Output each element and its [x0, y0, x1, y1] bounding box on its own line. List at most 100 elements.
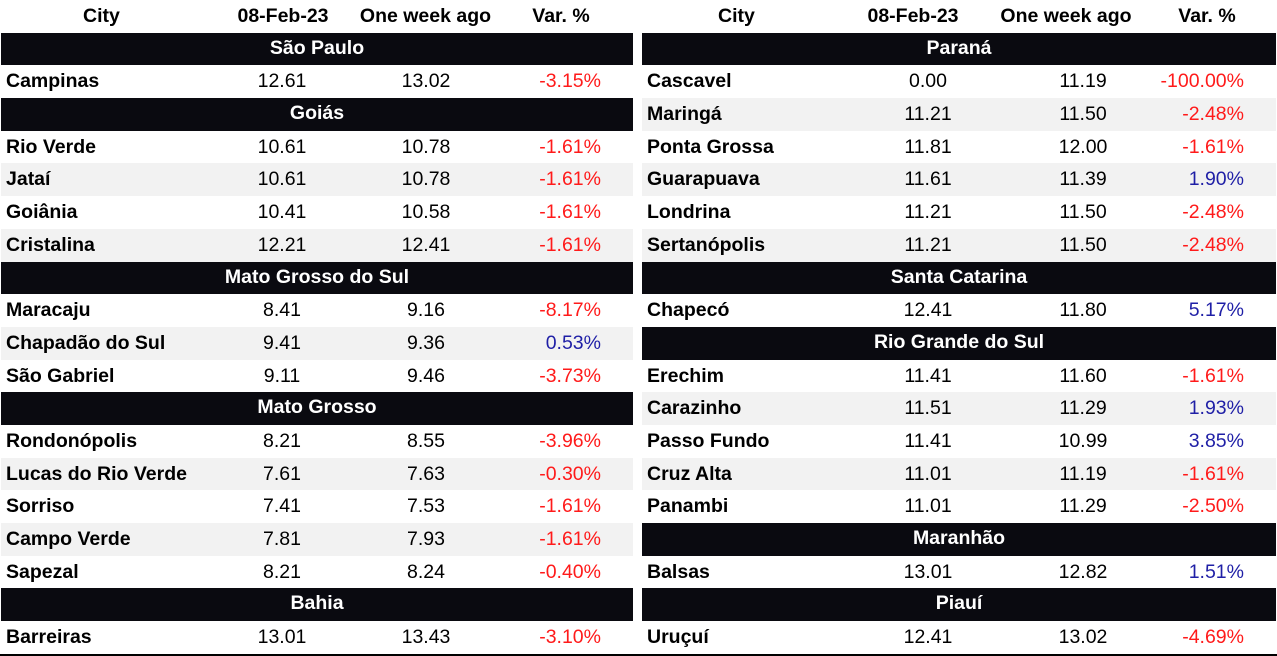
price-week-ago: 10.99 [1058, 429, 1108, 452]
table-row: Campo Verde 7.81 7.93 -1.61% [1, 523, 633, 556]
city-name: Carazinho [647, 397, 742, 420]
table-row: Jataí 10.61 10.78 -1.61% [1, 163, 633, 197]
table-row: Goiânia 10.41 10.58 -1.61% [1, 196, 633, 229]
header-date: 08-Feb-23 [237, 5, 329, 27]
price-week-ago: 11.29 [1059, 397, 1107, 420]
table-row: Cruz Alta 11.01 11.19 -1.61% [642, 457, 1276, 491]
table-row: Chapecó 12.41 11.80 5.17% [642, 294, 1276, 327]
price-week-ago: 12.00 [1058, 135, 1108, 158]
table-row: Ponta Grossa 11.81 12.00 -1.61% [642, 131, 1276, 164]
variation-percent: -1.61% [1182, 135, 1244, 158]
table-row: Sertanópolis 11.21 11.50 -2.48% [642, 228, 1276, 262]
price-current: 7.61 [263, 462, 301, 485]
price-week-ago: 11.60 [1059, 364, 1107, 387]
group-header: Santa Catarina [642, 261, 1276, 295]
price-week-ago: 10.58 [401, 201, 451, 224]
table-row: Rondonópolis 8.21 8.55 -3.96% [1, 425, 633, 458]
variation-percent: -0.40% [539, 560, 601, 583]
price-week-ago: 7.63 [407, 462, 445, 485]
table-row: Passo Fundo 11.41 10.99 3.85% [642, 425, 1276, 458]
table-header: City 08-Feb-23 One week ago Var. % [642, 0, 1276, 33]
price-week-ago: 13.02 [401, 70, 451, 93]
price-current: 12.61 [257, 70, 307, 93]
price-current: 11.51 [904, 397, 952, 420]
price-current: 10.41 [257, 201, 307, 224]
price-current: 8.21 [263, 429, 301, 452]
header-variation: Var. % [532, 5, 590, 27]
header-week-ago: One week ago [1000, 5, 1132, 27]
variation-percent: -8.17% [539, 299, 601, 322]
price-week-ago: 13.43 [401, 626, 451, 649]
city-name: Cruz Alta [647, 462, 732, 485]
city-name: Goiânia [6, 201, 78, 224]
variation-percent: -0.30% [539, 462, 601, 485]
left-table-body: São Paulo Campinas 12.61 13.02 -3.15% Goiás Ri… [1, 32, 633, 654]
table-row: Londrina 11.21 11.50 -2.48% [642, 196, 1276, 229]
city-name: Sorriso [6, 495, 75, 518]
price-week-ago: 11.19 [1059, 70, 1107, 93]
city-name: Ponta Grossa [647, 135, 774, 158]
city-name: São Gabriel [6, 364, 115, 387]
price-week-ago: 11.50 [1059, 103, 1107, 126]
city-name: Lucas do Rio Verde [6, 462, 187, 485]
price-week-ago: 9.46 [407, 364, 445, 387]
price-current: 11.01 [904, 495, 952, 518]
price-current: 11.21 [904, 103, 952, 126]
price-current: 9.11 [263, 364, 301, 387]
right-price-table: City 08-Feb-23 One week ago Var. % Paran… [642, 0, 1276, 654]
variation-percent: -4.69% [1182, 626, 1244, 649]
table-row: Guarapuava 11.61 11.39 1.90% [642, 163, 1276, 197]
table-row: Sorriso 7.41 7.53 -1.61% [1, 490, 633, 523]
bottom-border [0, 654, 1277, 656]
price-week-ago: 11.39 [1059, 168, 1107, 191]
group-header: Goiás [1, 98, 633, 131]
variation-percent: -1.61% [539, 168, 601, 191]
table-row: Sapezal 8.21 8.24 -0.40% [1, 556, 633, 589]
city-name: Jataí [6, 168, 51, 191]
price-week-ago: 9.36 [407, 331, 445, 354]
price-week-ago: 11.19 [1059, 462, 1107, 485]
variation-percent: 5.17% [1188, 299, 1244, 322]
price-week-ago: 11.50 [1059, 233, 1107, 256]
table-row: Erechim 11.41 11.60 -1.61% [642, 360, 1276, 393]
table-header: City 08-Feb-23 One week ago Var. % [1, 0, 633, 33]
variation-percent: -1.61% [539, 135, 601, 158]
price-week-ago: 7.53 [407, 495, 445, 518]
variation-percent: 0.53% [545, 331, 601, 354]
price-current: 9.41 [263, 331, 301, 354]
city-name: Erechim [647, 364, 724, 387]
price-week-ago: 11.29 [1059, 495, 1107, 518]
price-current: 0.00 [909, 70, 947, 93]
variation-percent: -1.61% [539, 233, 601, 256]
price-week-ago: 8.24 [407, 560, 445, 583]
price-week-ago: 10.78 [401, 135, 451, 158]
table-row: Maracaju 8.41 9.16 -8.17% [1, 294, 633, 327]
variation-percent: -2.48% [1182, 201, 1244, 224]
city-name: Uruçuí [647, 626, 709, 649]
table-row: Lucas do Rio Verde 7.61 7.63 -0.30% [1, 457, 633, 491]
table-row: Maringá 11.21 11.50 -2.48% [642, 98, 1276, 131]
variation-percent: -100.00% [1160, 70, 1244, 93]
price-week-ago: 11.50 [1059, 201, 1107, 224]
price-week-ago: 12.82 [1058, 560, 1108, 583]
table-row: Uruçuí 12.41 13.02 -4.69% [642, 621, 1276, 654]
table-row: São Gabriel 9.11 9.46 -3.73% [1, 360, 633, 393]
city-name: Campo Verde [6, 528, 131, 550]
price-current: 13.01 [257, 626, 307, 649]
group-header: Bahia [1, 588, 633, 622]
header-date: 08-Feb-23 [867, 5, 959, 27]
price-current: 12.21 [257, 233, 307, 256]
variation-percent: -1.61% [1182, 364, 1244, 387]
city-name: Maracaju [6, 299, 91, 322]
city-name: Sapezal [6, 560, 79, 583]
price-current: 10.61 [257, 135, 307, 158]
group-header: Maranhão [642, 523, 1276, 556]
right-table-body: Paraná Cascavel 0.00 11.19 -100.00% Maringá 11… [642, 32, 1276, 654]
header-city: City [83, 5, 120, 27]
price-current: 12.41 [903, 626, 953, 649]
group-header: Piauí [642, 588, 1276, 622]
price-current: 7.41 [263, 495, 301, 518]
price-current: 13.01 [903, 560, 953, 583]
price-week-ago: 9.16 [407, 299, 445, 322]
price-current: 11.21 [904, 201, 952, 224]
